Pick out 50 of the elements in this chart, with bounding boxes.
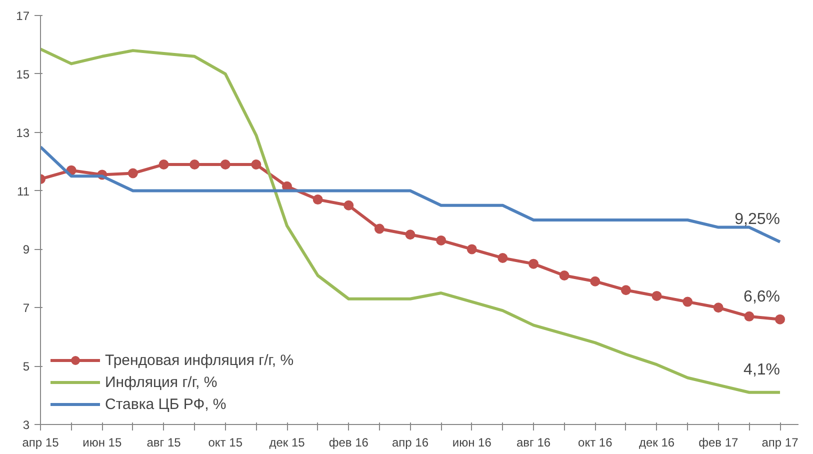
y-tick-label: 13 (16, 126, 30, 140)
x-tick-label: июн 15 (82, 436, 122, 450)
point (128, 168, 138, 178)
x-tick-label: дек 16 (638, 436, 675, 450)
x-tick-label: окт 16 (578, 436, 613, 450)
legend-label: Инфляция г/г, % (105, 374, 218, 390)
y-tick-label: 5 (22, 360, 30, 374)
x-tick-label: апр 15 (22, 436, 60, 450)
y-tick-label: 3 (22, 418, 30, 432)
point (590, 276, 600, 286)
y-tick-label: 7 (22, 301, 30, 316)
annotation: 4,1% (744, 361, 780, 378)
point (405, 230, 416, 240)
point (528, 258, 539, 269)
y-tick-label: 15 (16, 67, 30, 82)
point (251, 160, 262, 170)
x-tick-label: фев 17 (698, 436, 739, 450)
point (620, 285, 631, 296)
x-tick-label: авг 16 (516, 436, 551, 450)
point (713, 302, 724, 313)
point (775, 314, 786, 324)
x-tick-label: окт 15 (208, 436, 243, 450)
y-tick-label: 17 (16, 9, 30, 23)
point (190, 160, 200, 170)
point (682, 296, 693, 307)
point (312, 194, 323, 205)
point (374, 224, 384, 234)
annotation: 6,6% (744, 288, 780, 306)
point (344, 200, 354, 210)
point (466, 244, 477, 254)
x-tick-label: апр 17 (762, 436, 799, 450)
point (158, 160, 169, 170)
legend-label: Ставка ЦБ РФ, % (105, 396, 226, 412)
point (498, 252, 508, 263)
x-tick-label: апр 16 (392, 436, 429, 450)
annotation: 9,25% (734, 210, 780, 228)
y-tick-label: 11 (17, 184, 30, 198)
x-tick-label: дек 15 (269, 436, 306, 450)
point (652, 290, 662, 301)
legend-label: Трендовая инфляция г/г, % (105, 352, 294, 368)
point (744, 311, 754, 322)
x-tick-label: фев 16 (328, 436, 369, 450)
point (220, 160, 230, 170)
point (559, 270, 570, 280)
x-tick-label: авг 15 (146, 436, 182, 450)
x-tick-label: июн 16 (452, 436, 492, 450)
line-series (40, 145, 782, 244)
line-series (40, 48, 782, 394)
y-tick-label: 9 (22, 242, 30, 257)
point (436, 235, 446, 246)
